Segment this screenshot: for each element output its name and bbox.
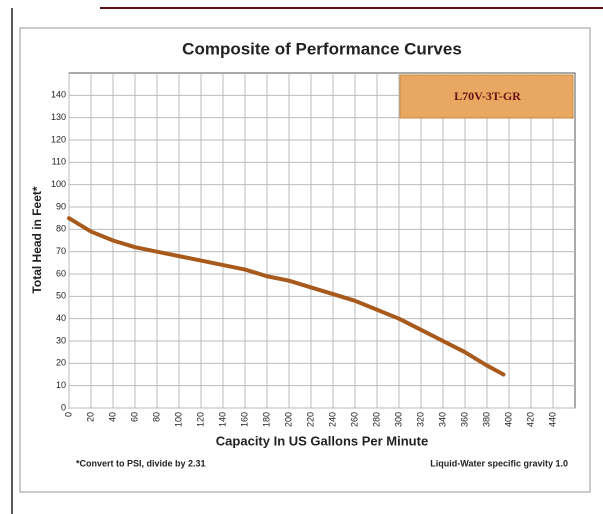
y-tick-label: 30 [56, 335, 66, 345]
y-tick-label: 90 [56, 201, 66, 211]
x-tick-label: 280 [371, 412, 381, 427]
x-tick-label: 120 [195, 412, 205, 427]
y-tick-label: 80 [56, 224, 66, 234]
x-tick-label: 180 [261, 412, 271, 427]
footnote: *Convert to PSI, divide by 2.31 [76, 458, 206, 468]
x-tick-label: 0 [63, 412, 73, 417]
x-tick-label: 200 [283, 412, 293, 427]
y-tick-label: 140 [51, 90, 66, 100]
chart-title: Composite of Performance Curves [182, 39, 462, 58]
y-tick-label: 130 [51, 112, 66, 122]
y-tick-label: 40 [56, 313, 66, 323]
x-tick-label: 420 [525, 412, 535, 427]
x-tick-label: 440 [547, 412, 557, 427]
y-tick-label: 10 [56, 380, 66, 390]
y-tick-label: 120 [51, 134, 66, 144]
x-tick-label: 260 [349, 412, 359, 427]
x-tick-label: 40 [107, 412, 117, 422]
x-tick-label: 60 [129, 412, 139, 422]
x-tick-label: 240 [327, 412, 337, 427]
x-tick-label: 300 [393, 412, 403, 427]
x-tick-label: 140 [217, 412, 227, 427]
legend-box [399, 74, 574, 119]
plot-area [68, 72, 576, 409]
y-tick-label: 70 [56, 246, 66, 256]
x-tick-label: 380 [481, 412, 491, 427]
y-tick-label: 50 [56, 291, 66, 301]
legend-label: L70V-3T-GR [454, 89, 521, 103]
curve [67, 216, 506, 377]
y-axis-label: Total Head in Feet* [30, 186, 44, 293]
x-tick-label: 20 [85, 412, 95, 422]
x-tick-label: 360 [459, 412, 469, 427]
y-tick-label: 60 [56, 268, 66, 278]
x-tick-label: 80 [151, 412, 161, 422]
x-tick-label: 400 [503, 412, 513, 427]
chart-frame [19, 27, 591, 493]
x-tick-label: 160 [239, 412, 249, 427]
y-tick-label: 0 [61, 402, 66, 412]
x-tick-label: 100 [173, 412, 183, 427]
footnote: Liquid-Water specific gravity 1.0 [430, 458, 568, 468]
y-tick-label: 110 [52, 157, 66, 167]
x-axis-label: Capacity In US Gallons Per Minute [216, 433, 428, 448]
x-tick-label: 340 [437, 412, 447, 427]
x-tick-label: 320 [415, 412, 425, 427]
x-tick-label: 220 [305, 412, 315, 427]
y-tick-label: 20 [56, 358, 66, 368]
y-tick-label: 100 [51, 179, 66, 189]
